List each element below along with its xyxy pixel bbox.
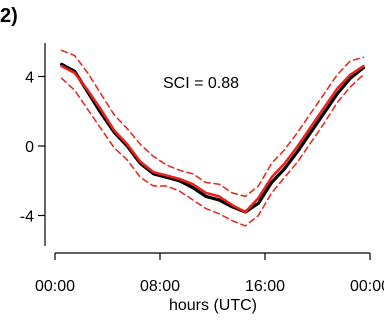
x-axis-ticks: 00:00 08:00 16:00 00:00 (35, 253, 384, 295)
x-axis-title: hours (UTC) (169, 297, 257, 314)
panel-label: 2) (0, 5, 18, 27)
x-tick-label: 00:00 (35, 278, 75, 295)
y-tick-label: 4 (25, 70, 34, 87)
y-tick-label: -4 (20, 209, 34, 226)
plot-area (59, 49, 365, 227)
confidence-band-line-2 (60, 74, 365, 227)
confidence-band-line-1 (60, 49, 365, 198)
x-tick-label: 16:00 (245, 278, 285, 295)
x-tick-label: 08:00 (140, 278, 180, 295)
series-line-red (60, 64, 365, 214)
sci-annotation: SCI = 0.88 (163, 75, 239, 92)
x-tick-label: 00:00 (350, 278, 384, 295)
y-axis-ticks: 4 0 -4 (20, 70, 45, 226)
y-tick-label: 0 (25, 139, 34, 156)
